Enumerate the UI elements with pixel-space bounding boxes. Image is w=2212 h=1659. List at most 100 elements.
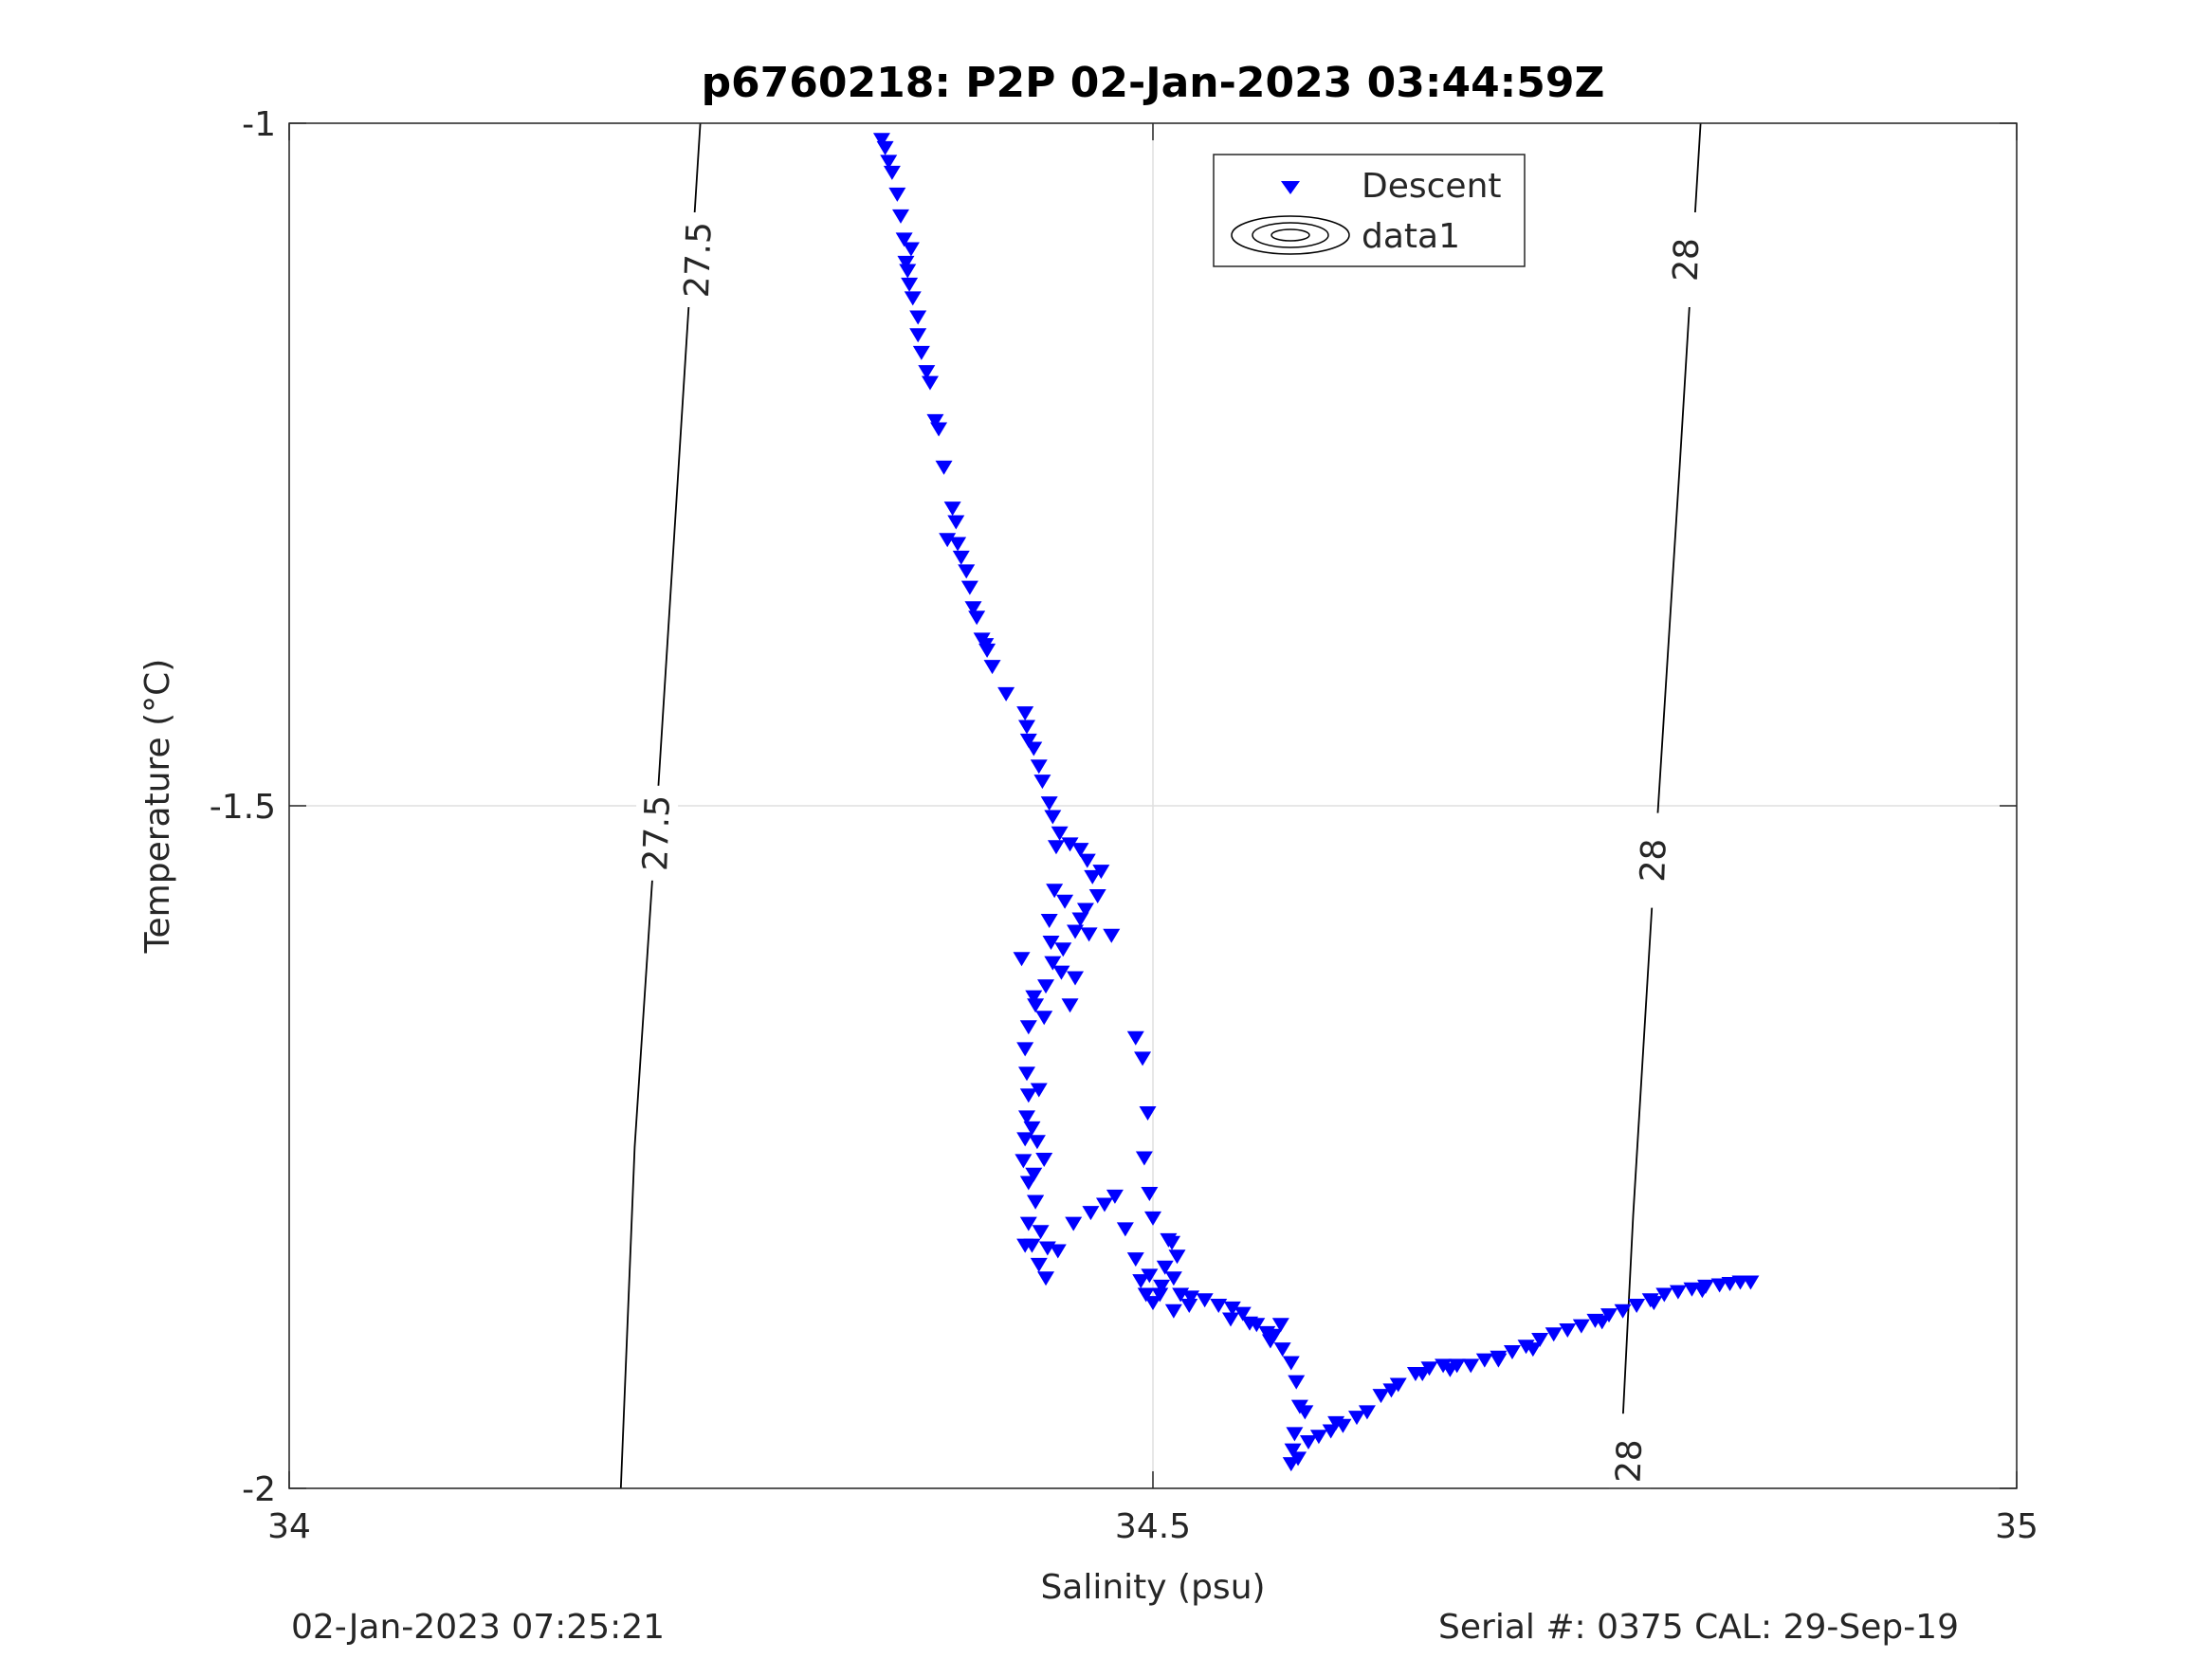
descent-point (1103, 928, 1121, 943)
descent-point (1061, 837, 1079, 852)
descent-point (1030, 1083, 1048, 1098)
descent-point (1049, 1244, 1067, 1259)
footer-serial-cal: Serial #: 0375 CAL: 29-Sep-19 (1438, 1608, 1959, 1647)
y-tick-label: -1.5 (210, 788, 276, 827)
descent-point (883, 165, 901, 180)
descent-point (921, 375, 939, 391)
descent-point (1078, 853, 1096, 868)
descent-point (1531, 1333, 1549, 1348)
descent-point (1019, 1020, 1037, 1035)
descent-point (1693, 1284, 1711, 1299)
descent-point (899, 264, 917, 279)
descent-point (909, 310, 927, 325)
descent-point (1358, 1405, 1376, 1420)
descent-point (1347, 1411, 1365, 1426)
descent-point (1067, 924, 1085, 939)
descent-point (1080, 927, 1098, 942)
descent-point (1061, 998, 1079, 1013)
descent-point (1223, 1301, 1241, 1316)
descent-point (1065, 1216, 1083, 1231)
descent-point (1025, 741, 1043, 757)
descent-point (997, 686, 1015, 702)
descent-point (983, 660, 1001, 675)
descent-point (1067, 971, 1085, 986)
descent-point (1038, 1241, 1056, 1256)
descent-point (1372, 1389, 1390, 1404)
descent-point (1037, 1271, 1055, 1286)
descent-point (1054, 942, 1072, 957)
descent-point (1164, 1304, 1182, 1319)
descent-point (1271, 1318, 1289, 1333)
descent-point (1273, 1342, 1291, 1358)
descent-point (1013, 952, 1031, 967)
descent-point (1141, 1186, 1159, 1201)
descent-point (1721, 1277, 1739, 1291)
descent-point (1160, 1232, 1178, 1248)
descent-point (960, 580, 978, 595)
descent-point (1210, 1299, 1228, 1314)
contour-label: 28 (1634, 838, 1674, 883)
descent-point (1015, 1154, 1033, 1169)
contour-label-gap (677, 212, 720, 307)
x-axis-label: Salinity (psu) (1040, 1568, 1265, 1607)
descent-point (1046, 884, 1064, 899)
descent-point (1296, 1405, 1314, 1420)
x-tick-label: 35 (1995, 1507, 2038, 1546)
descent-point (1084, 869, 1102, 884)
descent-point (1742, 1275, 1760, 1290)
descent-point (1448, 1358, 1466, 1374)
legend-contour-icon (1231, 215, 1350, 255)
descent-point (1071, 912, 1089, 927)
descent-point (1030, 759, 1048, 775)
descent-point (1032, 1225, 1050, 1240)
footer-timestamp: 02-Jan-2023 07:25:21 (291, 1608, 665, 1647)
descent-point (1141, 1268, 1159, 1284)
descent-point (1462, 1358, 1480, 1374)
descent-point (1076, 902, 1094, 918)
descent-point (1139, 1106, 1157, 1121)
descent-point (1180, 1299, 1198, 1314)
descent-point (1092, 865, 1110, 880)
descent-point (1524, 1342, 1542, 1358)
descent-point (1168, 1249, 1186, 1265)
x-tick-label: 34.5 (1115, 1507, 1191, 1546)
descent-point (891, 209, 909, 224)
descent-point (958, 564, 976, 579)
descent-point (1655, 1287, 1673, 1303)
legend-entry-descent: Descent (1362, 167, 1502, 206)
contour-label-gap (1608, 1413, 1651, 1509)
descent-point (1710, 1278, 1728, 1293)
descent-point (1082, 1206, 1100, 1221)
descent-point (1137, 1287, 1155, 1303)
descent-point (1153, 1279, 1171, 1294)
descent-point (978, 643, 996, 658)
descent-point (1027, 998, 1045, 1013)
descent-point (1056, 894, 1074, 909)
descent-point (1288, 1375, 1306, 1390)
descent-point (1503, 1345, 1521, 1359)
contour-label-gap (636, 785, 679, 881)
descent-point (1019, 733, 1037, 748)
descent-point (1035, 1011, 1053, 1026)
legend-entry-data1: data1 (1362, 217, 1460, 256)
descent-point (1030, 1257, 1048, 1272)
descent-point (1037, 979, 1055, 994)
descent-point (1545, 1327, 1563, 1342)
y-axis-label: Temperature (°C) (138, 659, 177, 955)
descent-series (872, 133, 1760, 1472)
descent-point (949, 537, 967, 552)
descent-point (897, 255, 915, 270)
descent-point (1132, 1274, 1150, 1289)
descent-point (1196, 1293, 1214, 1308)
descent-point (964, 601, 982, 616)
legend: Descent data1 (1213, 154, 1526, 267)
descent-point (935, 460, 953, 475)
descent-point (1025, 990, 1043, 1005)
descent-point (930, 422, 948, 437)
contour-label: 27.5 (636, 794, 678, 872)
descent-point (1309, 1430, 1327, 1445)
descent-point (1414, 1367, 1432, 1382)
descent-point (1019, 1216, 1037, 1231)
descent-point (909, 328, 927, 343)
